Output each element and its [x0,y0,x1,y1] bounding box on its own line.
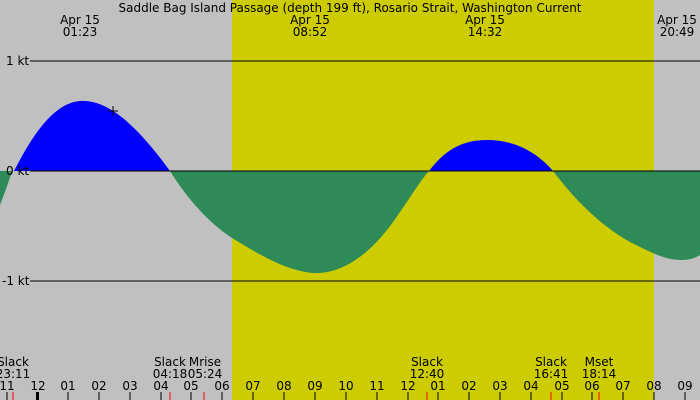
midnight-tick [36,392,39,400]
hour-label: 12 [30,379,46,393]
hour-label: 05 [554,379,570,393]
chart-title: Saddle Bag Island Passage (depth 199 ft)… [118,1,582,15]
hour-label: 11 [0,379,15,393]
extremum-label-2: Apr 15 08:52 [290,14,330,38]
hour-label: 09 [677,379,693,393]
event-time: 12:40 [409,367,445,381]
extremum-label-1: Apr 15 01:23 [60,14,100,38]
event-label-moonrise: Mrise 05:24 [188,356,223,380]
flood-area-1 [14,100,170,171]
flood-area-2 [429,140,553,171]
extremum-time: 08:52 [292,25,328,39]
y-label-0kt: 0 kt [6,164,30,178]
hour-label: 07 [245,379,261,393]
event-label-slack-3: Slack 12:40 [410,356,445,380]
extremum-time: 01:23 [62,25,98,39]
hour-ticks [6,392,686,400]
hour-label: 02 [461,379,477,393]
hour-label: 05 [183,379,199,393]
event-time: 23:11 [0,367,31,381]
crosshair-marker [108,106,118,116]
event-label-moonset: Mset 18:14 [582,356,617,380]
event-time: 05:24 [187,367,223,381]
hour-label: 03 [492,379,508,393]
hour-label: 01 [430,379,446,393]
extremum-date: Apr 15 [290,13,330,27]
extremum-time: 20:49 [659,25,695,39]
hour-label: 04 [153,379,169,393]
hour-label: 02 [91,379,107,393]
event-time: 04:18 [152,367,188,381]
extremum-label-4: Apr 15 20:49 [657,14,697,38]
event-label-slack-2: Slack 04:18 [153,356,188,380]
hour-label: 08 [276,379,292,393]
hour-label: 07 [615,379,631,393]
event-label-slack-4: Slack 16:41 [534,356,569,380]
extremum-date: Apr 15 [657,13,697,27]
hour-label: 06 [214,379,230,393]
hour-label: 10 [338,379,354,393]
event-name: Slack [0,355,29,369]
extremum-label-3: Apr 15 14:32 [465,14,505,38]
extremum-time: 14:32 [467,25,503,39]
y-label-1kt: 1 kt [6,54,30,68]
event-time: 18:14 [581,367,617,381]
hour-label: 11 [369,379,385,393]
hour-label: 03 [122,379,138,393]
extremum-date: Apr 15 [60,13,100,27]
hour-label: 04 [523,379,539,393]
event-name: Slack [535,355,567,369]
event-name: Slack [411,355,443,369]
hour-label: 12 [400,379,416,393]
event-label-slack-1: Slack 23:11 [0,356,30,380]
y-label-neg1kt: -1 kt [2,274,30,288]
event-time: 16:41 [533,367,569,381]
hour-label: 01 [60,379,76,393]
ebb-area [0,171,700,274]
hour-label: 06 [584,379,600,393]
hour-label: 09 [307,379,323,393]
event-ticks [12,392,600,400]
event-name: Mset [584,355,614,369]
extremum-date: Apr 15 [465,13,505,27]
event-name: Mrise [188,355,222,369]
event-name: Slack [154,355,186,369]
hour-label: 08 [646,379,662,393]
